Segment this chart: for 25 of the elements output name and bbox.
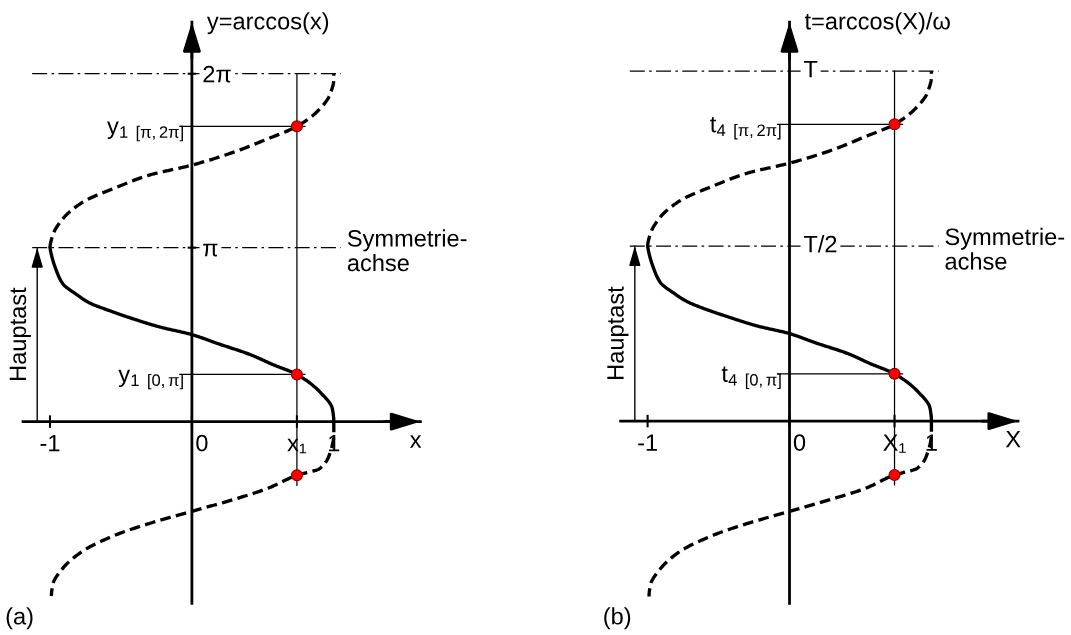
x-tick-label: 0 (793, 434, 806, 451)
ref-line-label: Symmetrie- achse (347, 229, 467, 272)
x-tick-label: -1 (638, 434, 657, 451)
ref-line-label: Hauptast (607, 286, 629, 379)
x-axis-title: x (409, 435, 422, 448)
point (290, 469, 303, 482)
ref-line-label: y$_{1 [π,2π]}$ (107, 121, 183, 142)
point (290, 368, 303, 381)
y-tick-label: π (203, 243, 218, 257)
ref-line-label: Hauptast (9, 287, 31, 380)
x-axis-title: X (1005, 430, 1021, 448)
x-tick-label: -1 (40, 434, 60, 452)
text: (b) (604, 607, 631, 630)
point (290, 120, 303, 133)
y-axis-title: t=arccos(X)/ω (804, 12, 950, 35)
ref-line-label: Symmetrie- achse (945, 227, 1065, 270)
text: (a) (6, 607, 33, 630)
ref-line-label: t$_{4 [0,π]}$ (721, 366, 781, 389)
annotation: T/2 (803, 235, 837, 253)
annotation: T (803, 60, 818, 78)
ref-line-label: t$_{4 [π,2π]}$ (710, 116, 781, 140)
ref-line-label: y$_{1 [0,π]}$ (118, 369, 183, 390)
y-tick-label: 2π (203, 65, 231, 83)
x-tick-label: 0 (196, 434, 208, 452)
y-axis-title: y=arccos(x) (206, 12, 329, 35)
